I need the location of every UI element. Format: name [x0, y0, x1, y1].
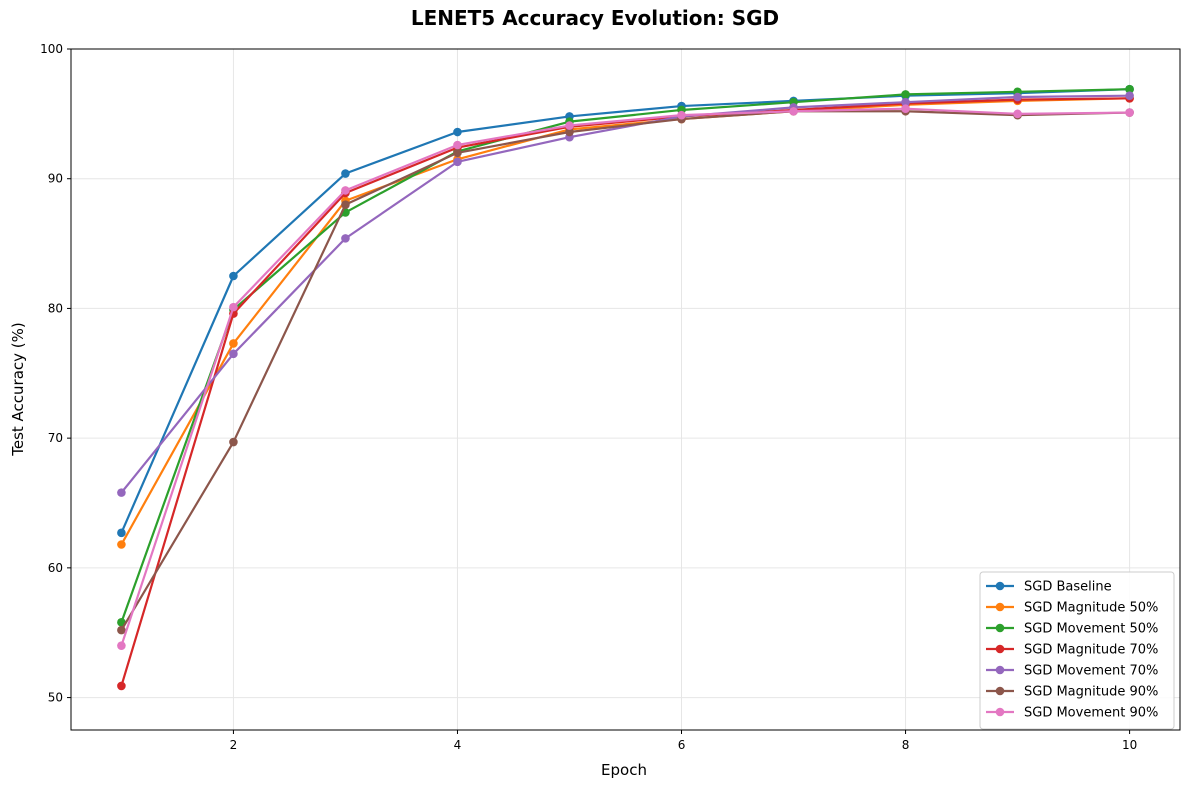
data-point	[901, 97, 910, 107]
series-sgd-magnitude-50	[117, 93, 1134, 549]
legend-swatch-marker	[995, 665, 1005, 675]
series-line	[120, 97, 1130, 546]
data-point	[453, 140, 462, 150]
y-tick-label: 80	[48, 301, 63, 315]
x-axis-label: Epoch	[601, 761, 647, 779]
legend-swatch-marker	[995, 623, 1005, 633]
legend-item: SGD Magnitude 50%	[986, 601, 1158, 616]
data-point	[453, 157, 462, 167]
legend-swatch-marker	[995, 602, 1005, 612]
data-point	[229, 437, 238, 447]
data-point	[117, 540, 126, 549]
legend-label: SGD Magnitude 90%	[1024, 685, 1158, 700]
data-point	[1125, 108, 1134, 117]
y-axis-label: Test Accuracy (%)	[9, 322, 27, 457]
data-point	[341, 200, 350, 209]
data-point	[229, 271, 238, 281]
x-tick-label: 8	[902, 738, 910, 752]
legend-item: SGD Movement 70%	[986, 664, 1158, 679]
y-tick-label: 90	[48, 172, 63, 186]
legend-item: SGD Magnitude 90%	[986, 685, 1158, 700]
data-point	[117, 488, 126, 497]
legend-label: SGD Movement 50%	[1024, 622, 1158, 637]
legend-box	[979, 571, 1175, 730]
data-point	[229, 302, 238, 312]
data-point	[117, 528, 126, 538]
legend: SGD Baseline SGD Magnitude 50% SGD Movemen…	[979, 571, 1175, 730]
series-sgd-movement-90	[117, 104, 1134, 650]
series-sgd-magnitude-90	[117, 106, 1134, 635]
series-line	[120, 107, 1130, 647]
series-line	[120, 88, 1130, 623]
legend-item: SGD Baseline	[986, 580, 1112, 595]
y-axis: 50 60 70 80 90 100	[40, 42, 71, 705]
data-point	[565, 121, 574, 130]
data-point	[677, 110, 686, 120]
legend-swatch-marker	[995, 581, 1005, 591]
data-point	[117, 641, 126, 650]
legend-swatch-marker	[995, 644, 1005, 654]
legend-item: SGD Magnitude 70%	[986, 643, 1158, 658]
y-tick-label: 70	[48, 431, 63, 445]
legend-swatch-marker	[995, 707, 1005, 717]
data-point	[1125, 91, 1134, 100]
x-tick-label: 4	[454, 738, 462, 752]
data-point	[229, 349, 238, 359]
series-group	[117, 84, 1134, 691]
x-tick-label: 2	[230, 738, 238, 752]
legend-item: SGD Movement 50%	[986, 622, 1158, 637]
data-point	[1013, 109, 1022, 119]
chart-title: LENET5 Accuracy Evolution: SGD	[411, 6, 779, 30]
data-point	[229, 339, 238, 348]
legend-label: SGD Movement 70%	[1024, 664, 1158, 679]
data-point	[117, 681, 126, 691]
data-point	[341, 186, 350, 195]
data-point	[453, 148, 462, 158]
data-point	[117, 625, 126, 635]
y-tick-label: 60	[48, 561, 63, 575]
series-sgd-movement-50	[117, 84, 1134, 627]
legend-swatch-marker	[995, 686, 1005, 696]
data-point	[901, 90, 910, 99]
legend-item: SGD Movement 90%	[986, 706, 1158, 721]
x-tick-label: 6	[678, 738, 686, 752]
data-point	[1013, 92, 1022, 102]
series-sgd-movement-70	[117, 91, 1134, 497]
data-point	[789, 106, 798, 116]
legend-label: SGD Movement 90%	[1024, 706, 1158, 721]
plot-area	[70, 48, 1181, 731]
data-point	[1125, 84, 1134, 94]
legend-label: SGD Magnitude 50%	[1024, 601, 1158, 616]
y-tick-label: 50	[48, 691, 63, 705]
data-point	[565, 127, 574, 137]
legend-label: SGD Baseline	[1024, 580, 1112, 595]
data-point	[341, 169, 350, 178]
series-line	[120, 94, 1130, 494]
data-point	[341, 234, 350, 243]
series-line	[120, 88, 1130, 534]
legend-label: SGD Magnitude 70%	[1024, 643, 1158, 658]
series-sgd-baseline	[117, 84, 1134, 538]
data-point	[453, 127, 462, 137]
series-line	[120, 97, 1130, 687]
x-axis: 2 4 6 8 10	[230, 730, 1137, 752]
y-tick-label: 100	[40, 42, 63, 56]
series-line	[120, 110, 1130, 631]
x-tick-label: 10	[1122, 738, 1137, 752]
data-point	[901, 104, 910, 113]
